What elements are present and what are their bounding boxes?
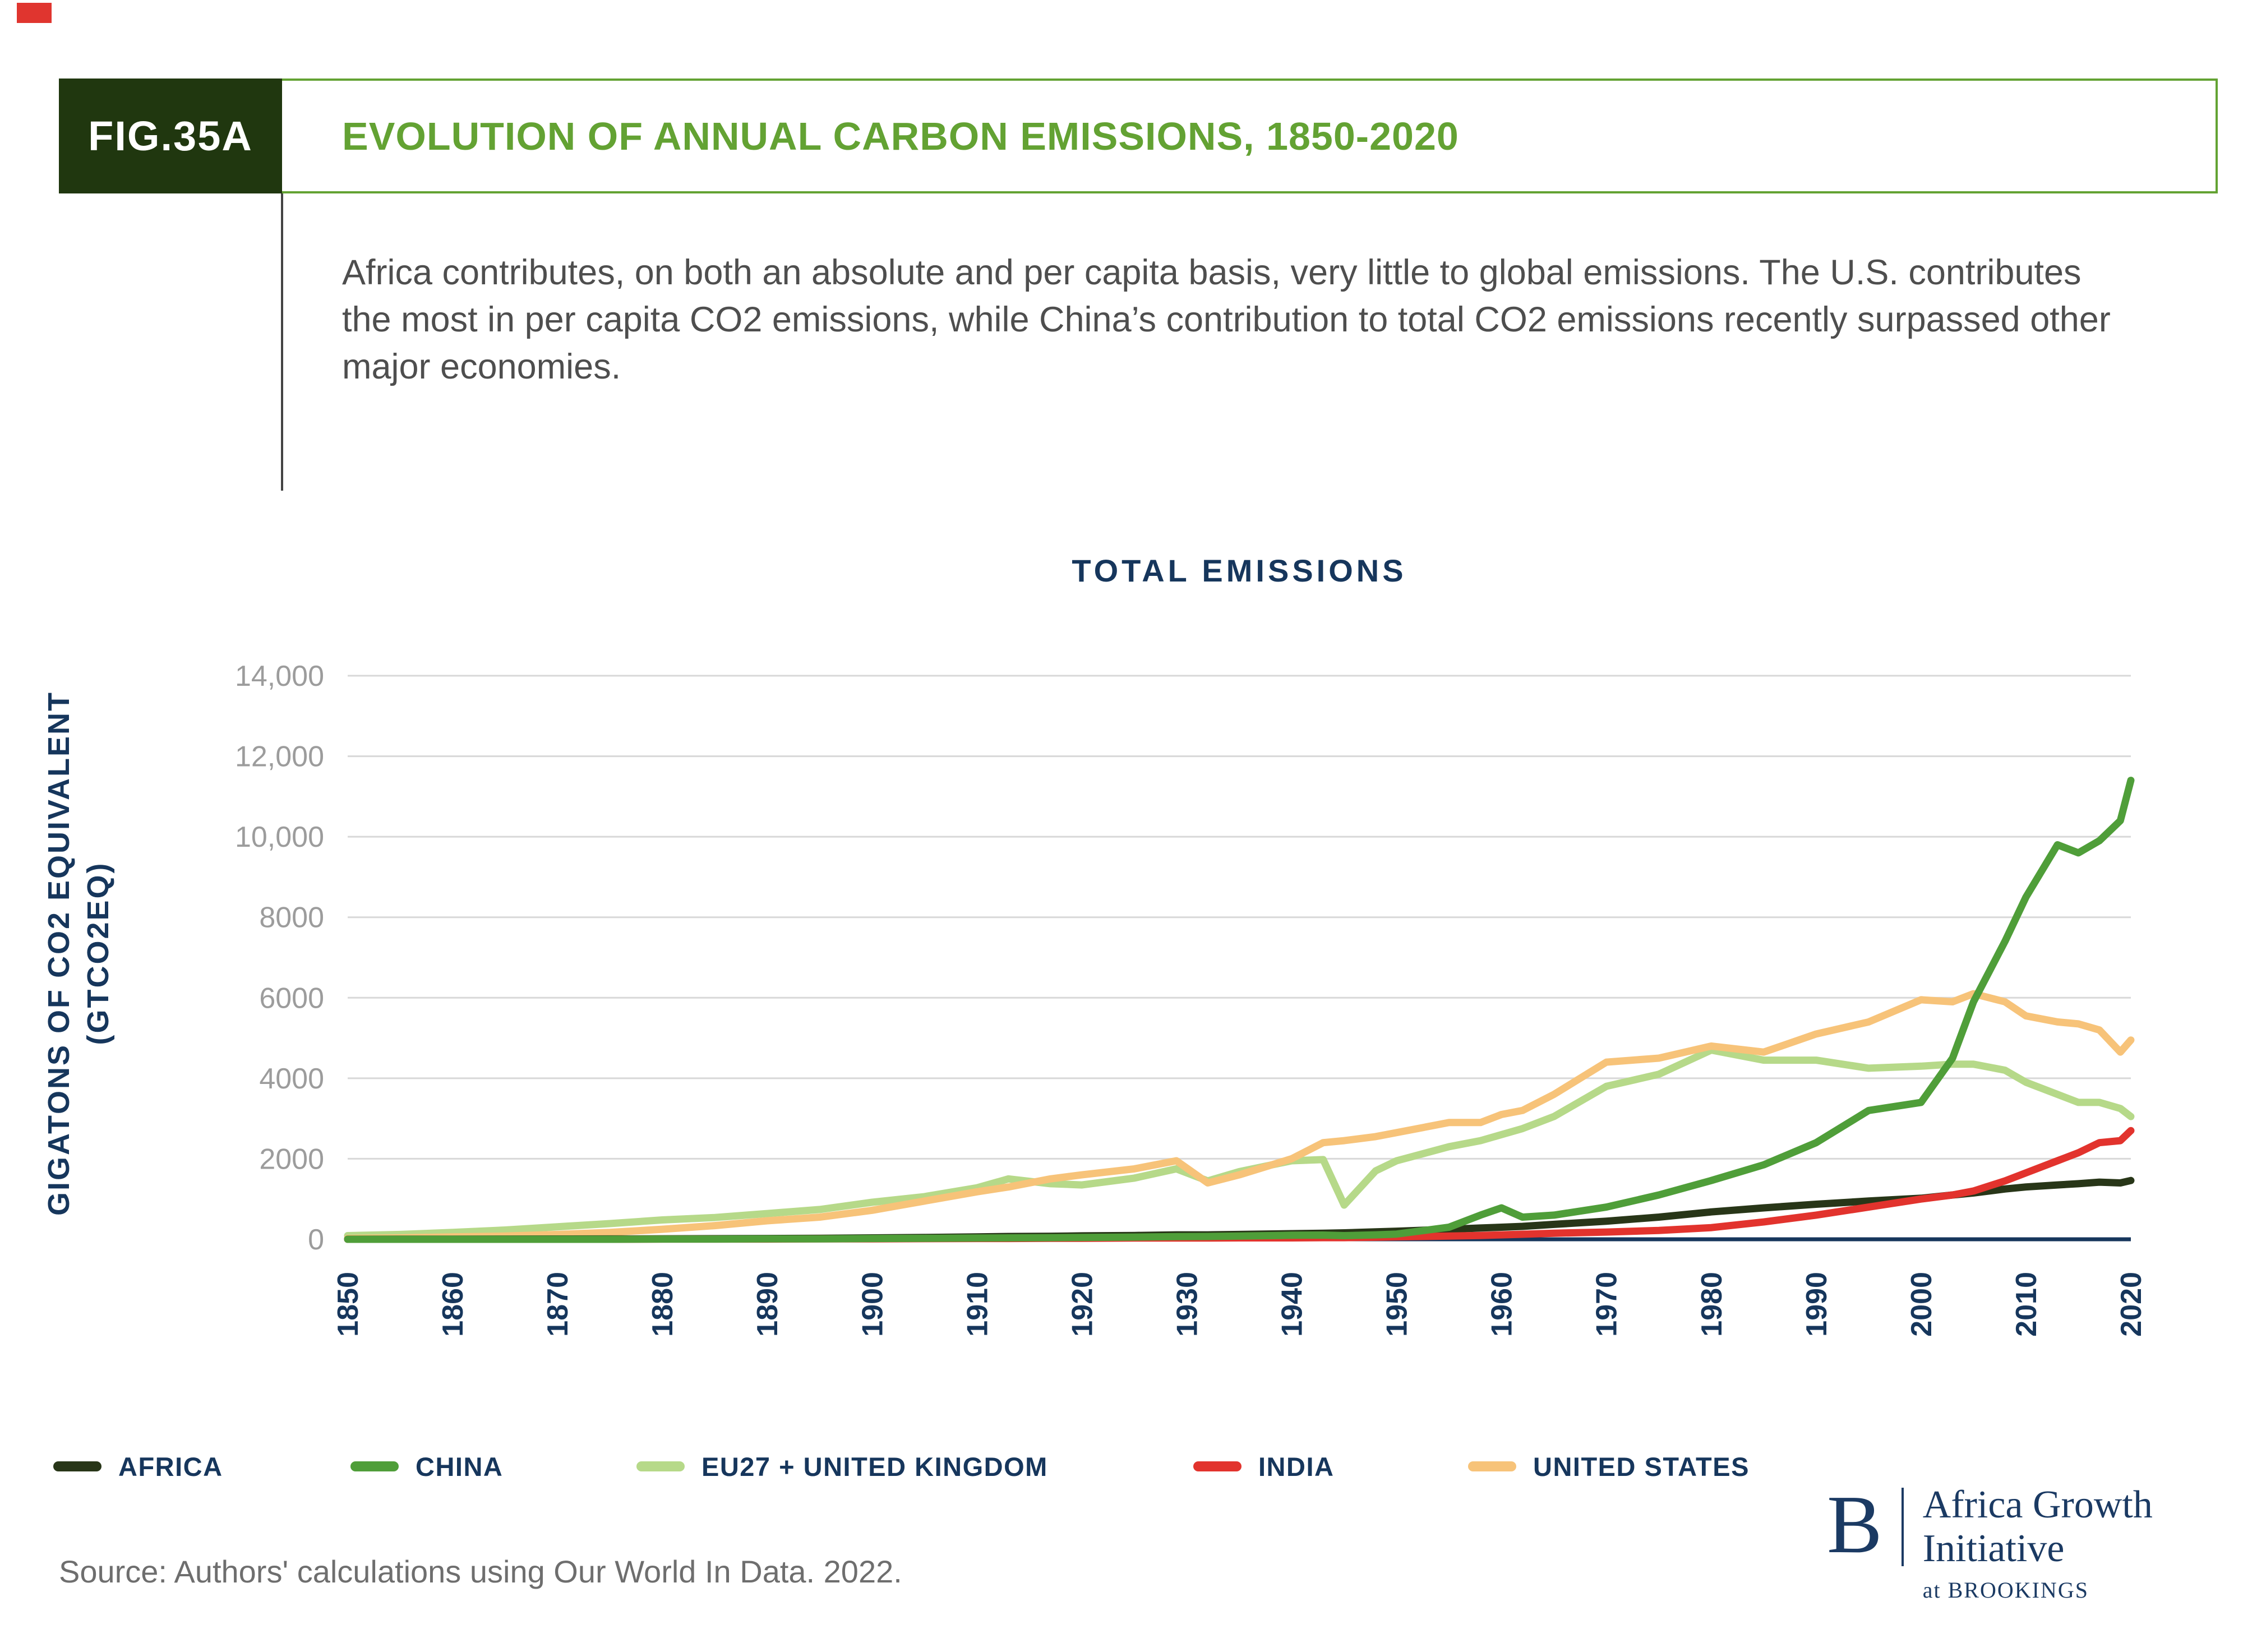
svg-text:1990: 1990 <box>1801 1272 1833 1337</box>
svg-text:1860: 1860 <box>437 1272 469 1337</box>
svg-text:10,000: 10,000 <box>235 821 324 853</box>
brookings-logo-initial: B <box>1827 1479 1882 1571</box>
svg-text:1950: 1950 <box>1381 1272 1414 1337</box>
svg-text:1890: 1890 <box>751 1272 784 1337</box>
legend-item-india: INDIA <box>1193 1450 1334 1483</box>
legend-label: CHINA <box>416 1451 504 1482</box>
svg-text:1940: 1940 <box>1276 1272 1309 1337</box>
svg-text:1970: 1970 <box>1591 1272 1623 1337</box>
svg-text:1870: 1870 <box>542 1272 574 1337</box>
series-line-united-states <box>344 990 2135 1243</box>
legend-label: INDIA <box>1258 1451 1335 1482</box>
svg-text:1960: 1960 <box>1486 1272 1519 1337</box>
series-line-china <box>344 777 2135 1243</box>
legend-swatch <box>1193 1461 1242 1471</box>
logo-text: Africa Growth Initiative at BROOKINGS <box>1923 1483 2153 1603</box>
source-note: Source: Authors' calculations using Our … <box>59 1554 902 1589</box>
svg-text:2010: 2010 <box>2010 1272 2043 1337</box>
legend-label: UNITED STATES <box>1533 1451 1750 1482</box>
svg-text:4000: 4000 <box>259 1063 324 1095</box>
legend-swatch <box>1468 1461 1516 1471</box>
svg-text:1850: 1850 <box>332 1272 364 1337</box>
legend-swatch <box>53 1461 101 1471</box>
svg-text:2000: 2000 <box>1905 1272 1938 1337</box>
svg-text:14,000: 14,000 <box>235 660 324 693</box>
legend-label: AFRICA <box>118 1451 223 1482</box>
logo-line1: Africa Growth <box>1922 1483 2153 1526</box>
figure-header-box <box>59 79 2218 193</box>
legend-item-africa: AFRICA <box>53 1450 223 1483</box>
svg-text:1920: 1920 <box>1066 1272 1099 1337</box>
figure-number-badge: FIG.35A <box>59 79 282 193</box>
logo-line2: Initiative <box>1922 1527 2065 1571</box>
legend-swatch <box>350 1461 399 1471</box>
emissions-line-chart: 0 2000 4000 6000 8000 10,000 12,000 14,000 1850 1… <box>235 660 2148 1337</box>
svg-text:12,000: 12,000 <box>235 741 324 773</box>
description-divider-line <box>281 193 283 491</box>
legend-label: EU27 + UNITED KINGDOM <box>701 1451 1048 1482</box>
svg-text:1910: 1910 <box>961 1272 994 1337</box>
svg-text:1930: 1930 <box>1171 1272 1203 1337</box>
svg-text:6000: 6000 <box>259 982 324 1014</box>
figure-number-label: FIG.35A <box>88 113 253 159</box>
legend-item-eu27-united-kingdom: EU27 + UNITED KINGDOM <box>636 1450 1048 1483</box>
legend-item-united-states: UNITED STATES <box>1468 1450 1750 1483</box>
svg-text:0: 0 <box>308 1224 324 1256</box>
legend-item-china: CHINA <box>350 1450 503 1483</box>
svg-text:2000: 2000 <box>259 1143 324 1175</box>
svg-text:2020: 2020 <box>2115 1272 2148 1337</box>
figure-description: Africa contributes, on both an absolute … <box>342 253 2111 386</box>
svg-text:1980: 1980 <box>1696 1272 1728 1337</box>
figure-title: EVOLUTION OF ANNUAL CARBON EMISSIONS, 18… <box>342 114 1459 158</box>
legend-swatch <box>636 1461 685 1471</box>
svg-text:1900: 1900 <box>856 1272 889 1337</box>
chart-legend: AFRICA CHINA EU27 + UNITED KINGDOM INDIA UNI… <box>0 1450 2243 1489</box>
chart-title: TOTAL EMISSIONS <box>1072 553 1407 588</box>
svg-text:1880: 1880 <box>647 1272 679 1337</box>
logo-line3: at BROOKINGS <box>1922 1577 2089 1603</box>
brookings-logo: B Africa Growth Initiative at BROOKINGS <box>1827 1483 2153 1603</box>
logo-divider <box>1901 1488 1904 1566</box>
series-line-eu27-united-kingdom <box>344 1046 2135 1239</box>
svg-text:8000: 8000 <box>259 902 324 934</box>
red-accent-mark <box>17 3 52 23</box>
